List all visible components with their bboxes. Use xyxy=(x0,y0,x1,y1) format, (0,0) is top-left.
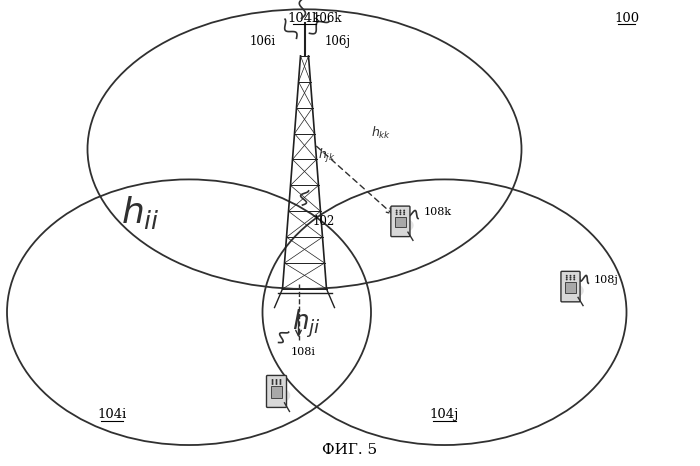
Text: 108i: 108i xyxy=(290,347,316,357)
Text: $h_{kk}$: $h_{kk}$ xyxy=(371,125,391,141)
Circle shape xyxy=(573,275,575,277)
Circle shape xyxy=(566,277,568,279)
Circle shape xyxy=(272,379,274,381)
Text: 100: 100 xyxy=(614,12,639,25)
Circle shape xyxy=(279,381,281,383)
Circle shape xyxy=(276,383,277,385)
Circle shape xyxy=(279,379,281,381)
Circle shape xyxy=(272,381,274,383)
Text: 104i: 104i xyxy=(97,408,127,421)
Circle shape xyxy=(276,379,277,381)
Ellipse shape xyxy=(393,218,414,233)
Text: 102: 102 xyxy=(312,215,335,228)
Circle shape xyxy=(573,277,575,279)
Circle shape xyxy=(279,383,281,385)
Text: 108k: 108k xyxy=(424,207,452,217)
Circle shape xyxy=(570,279,571,281)
Bar xyxy=(271,386,282,398)
Circle shape xyxy=(400,210,401,212)
Bar xyxy=(395,217,406,227)
Text: $h_{jk}$: $h_{jk}$ xyxy=(318,147,336,165)
FancyBboxPatch shape xyxy=(391,206,410,237)
Circle shape xyxy=(403,213,405,215)
Circle shape xyxy=(276,381,277,383)
Text: 106i: 106i xyxy=(249,35,276,48)
Circle shape xyxy=(395,213,398,215)
Circle shape xyxy=(395,212,398,213)
Circle shape xyxy=(400,212,401,213)
Circle shape xyxy=(566,279,568,281)
Circle shape xyxy=(403,210,405,212)
Circle shape xyxy=(570,275,571,277)
Text: $h_{ii}$: $h_{ii}$ xyxy=(120,193,160,231)
Circle shape xyxy=(395,210,398,212)
Circle shape xyxy=(570,277,571,279)
Circle shape xyxy=(400,213,401,215)
Circle shape xyxy=(403,212,405,213)
FancyBboxPatch shape xyxy=(267,376,286,407)
Text: 106k: 106k xyxy=(312,12,342,25)
Text: 104k: 104k xyxy=(288,12,321,25)
Bar xyxy=(565,282,576,293)
Ellipse shape xyxy=(269,388,290,403)
Circle shape xyxy=(566,275,568,277)
Text: $h_{ji}$: $h_{ji}$ xyxy=(292,308,321,340)
FancyBboxPatch shape xyxy=(561,271,580,302)
Circle shape xyxy=(272,383,274,385)
Text: ФИГ. 5: ФИГ. 5 xyxy=(323,443,377,457)
Text: 108j: 108j xyxy=(594,274,619,285)
Text: 104j: 104j xyxy=(430,408,459,421)
Ellipse shape xyxy=(564,283,584,298)
Text: 106j: 106j xyxy=(325,35,351,48)
Circle shape xyxy=(573,279,575,281)
